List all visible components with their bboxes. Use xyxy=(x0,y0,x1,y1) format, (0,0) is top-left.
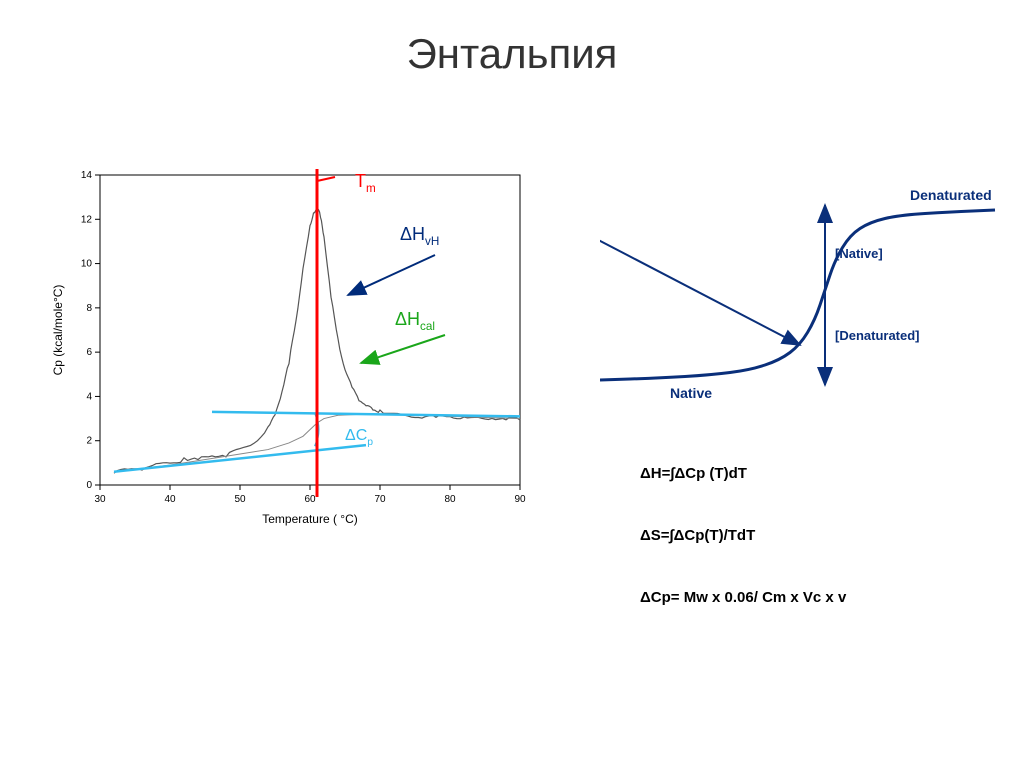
svg-text:ΔHcal: ΔHcal xyxy=(395,309,435,333)
svg-text:30: 30 xyxy=(94,494,106,505)
svg-text:12: 12 xyxy=(81,214,93,225)
svg-text:6: 6 xyxy=(86,347,92,358)
svg-text:90: 90 xyxy=(514,494,526,505)
svg-text:ΔHvH: ΔHvH xyxy=(400,224,439,248)
svg-text:50: 50 xyxy=(234,494,246,505)
svg-text:14: 14 xyxy=(81,170,93,181)
formula-dh: ΔH=∫ΔCp (T)dT xyxy=(640,465,1000,482)
svg-text:m: m xyxy=(366,182,376,195)
slide-title: Энтальпия xyxy=(0,30,1024,78)
svg-text:T: T xyxy=(355,171,366,191)
svg-text:Temperature ( °C): Temperature ( °C) xyxy=(262,512,358,526)
formulas-block: ΔH=∫ΔCp (T)dT ΔS=∫ΔCp(T)/TdT ΔCp= Mw x 0… xyxy=(640,465,1000,651)
formula-dcp: ΔCp= Mw x 0.06/ Cm x Vc x v xyxy=(640,589,1000,606)
svg-text:Denaturated: Denaturated xyxy=(910,187,992,203)
svg-text:60: 60 xyxy=(304,494,316,505)
sigmoid-diagram: Denaturated Native [Native] [Denaturated] xyxy=(600,180,1000,430)
svg-text:0: 0 xyxy=(86,480,92,491)
svg-text:4: 4 xyxy=(86,391,92,402)
svg-text:Cp (kcal/mole°C): Cp (kcal/mole°C) xyxy=(51,285,65,376)
svg-text:Native: Native xyxy=(670,385,712,401)
dsc-thermogram-chart: 30 40 50 60 70 80 90 Temperature ( °C) 0 2 4 6 8 10 12… xyxy=(40,165,550,535)
svg-text:80: 80 xyxy=(444,494,456,505)
svg-text:40: 40 xyxy=(164,494,176,505)
svg-text:[Native]: [Native] xyxy=(835,246,883,261)
svg-text:2: 2 xyxy=(86,436,92,447)
svg-text:[Denaturated]: [Denaturated] xyxy=(835,328,920,343)
svg-text:8: 8 xyxy=(86,303,92,314)
formula-ds: ΔS=∫ΔCp(T)/TdT xyxy=(640,527,1000,544)
svg-text:70: 70 xyxy=(374,494,386,505)
svg-text:10: 10 xyxy=(81,259,93,270)
